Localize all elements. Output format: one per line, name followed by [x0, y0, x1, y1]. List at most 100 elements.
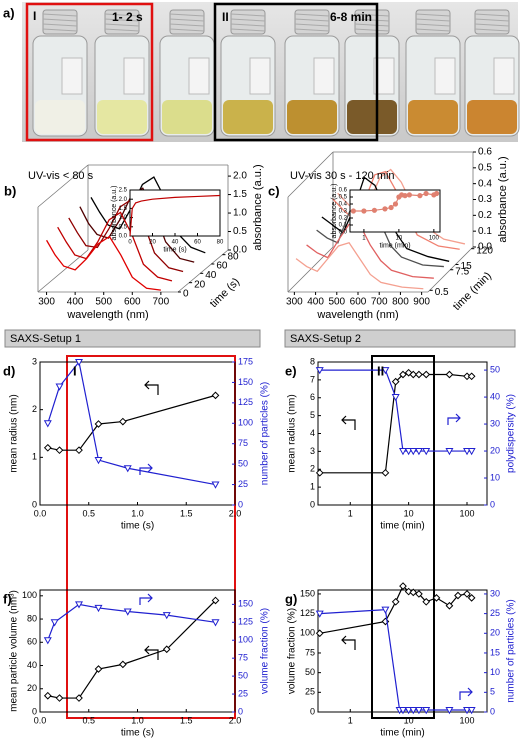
- y-tick-label: 0.3: [478, 194, 492, 205]
- black-box: [371, 355, 435, 719]
- y2-axis-label: number of particles (%): [506, 599, 517, 702]
- y-tick-label: 2.5: [119, 188, 128, 194]
- x-tick-label: 0: [128, 240, 132, 246]
- data-point: [55, 383, 64, 391]
- data-point: [454, 591, 462, 600]
- data-point: [94, 604, 103, 613]
- plot-frame: [39, 589, 236, 713]
- x-tick-label: 100: [429, 236, 440, 242]
- section-title: SAXS-Setup 1: [10, 333, 81, 345]
- y-tick-label: 0.4: [339, 202, 348, 208]
- y2-tick-label: 15: [490, 647, 500, 657]
- bottle-label: [313, 57, 335, 95]
- data-point: [467, 448, 476, 456]
- bottle-label: [123, 57, 145, 95]
- x-tick-label: 600: [350, 297, 367, 308]
- y-tick-label: 80: [27, 613, 37, 623]
- bottle-thread: [354, 23, 390, 27]
- liquid: [287, 100, 337, 134]
- bottle-thread: [42, 13, 78, 17]
- x-tick-label: 100: [459, 715, 474, 725]
- y-tick-label: 1.0: [233, 208, 247, 219]
- data-point: [75, 446, 83, 455]
- data-point: [402, 193, 408, 199]
- y2-tick-label: 175: [238, 356, 253, 366]
- data-point: [398, 707, 407, 715]
- y-tick-label: 0.1: [339, 223, 348, 229]
- data-point: [467, 372, 476, 381]
- y-tick-label: 6: [310, 392, 315, 402]
- data-point: [467, 594, 476, 602]
- y-tick-label: 3: [310, 446, 315, 456]
- axis-frame: [37, 164, 89, 208]
- chart-title: UV-vis 30 s - 120 min: [290, 170, 395, 182]
- data-point: [392, 201, 399, 207]
- liquid: [162, 100, 212, 134]
- x-tick-label: 1.0: [131, 715, 144, 725]
- arrow: [447, 413, 461, 425]
- bottle-thread: [294, 28, 330, 32]
- y2-tick-label: 50: [238, 670, 248, 680]
- bottle-thread: [474, 13, 510, 17]
- y2-tick-label: 125: [238, 617, 253, 627]
- data-point: [415, 590, 423, 598]
- annotation: II: [377, 363, 384, 378]
- y-axis-label: absorbance (a.u.): [331, 184, 338, 239]
- x-tick-label: 1: [348, 715, 353, 725]
- data-point: [422, 707, 431, 715]
- data-point: [315, 367, 324, 375]
- x-tick-label: 10: [404, 715, 414, 725]
- z-tick-label: 20: [194, 279, 206, 290]
- data-point: [43, 443, 52, 452]
- y2-tick-label: 0: [238, 706, 243, 716]
- z-tick-label: 0: [183, 289, 189, 300]
- data-point: [463, 590, 471, 598]
- bottle-thread: [42, 28, 78, 32]
- y-axis-label: mean radius (nm): [287, 394, 298, 472]
- red-box: [66, 355, 236, 719]
- x-axis-label: time (s): [163, 247, 186, 254]
- y2-tick-label: 25: [490, 608, 500, 618]
- bottle-thread: [415, 28, 451, 32]
- y-tick-label: 0: [310, 499, 315, 509]
- bottle-thread: [474, 28, 510, 32]
- data-point: [404, 707, 413, 715]
- data-point: [414, 448, 423, 456]
- x-tick-label: 1.0: [131, 508, 144, 518]
- bottle-label: [373, 57, 395, 95]
- red-box: [25, 2, 154, 142]
- y-tick-label: 25: [305, 687, 315, 697]
- box-label: II: [222, 10, 229, 24]
- bottle-thread: [294, 18, 330, 22]
- y2-tick-label: 0: [490, 499, 495, 509]
- section-bar: [4, 329, 261, 348]
- bottle-thread: [230, 23, 266, 27]
- series-line: [47, 360, 216, 486]
- data-point: [55, 446, 64, 455]
- y2-axis-label: number of particles (%): [260, 382, 271, 485]
- x-tick-label: 1.5: [180, 715, 193, 725]
- time-label: 1- 2 s: [112, 10, 143, 24]
- bottle-thread: [104, 28, 140, 32]
- data-point: [445, 448, 454, 456]
- axis-frame: [177, 249, 229, 293]
- data-point: [371, 207, 378, 213]
- y2-tick-label: 20: [490, 628, 500, 638]
- y2-tick-label: 100: [238, 418, 253, 428]
- x-axis-label: time (min): [380, 520, 424, 531]
- bottle-thread: [354, 28, 390, 32]
- y-tick-label: 0.3: [339, 209, 348, 215]
- y-tick-label: 125: [300, 608, 315, 618]
- bottle-thread: [415, 13, 451, 17]
- z-tick-label: 60: [216, 261, 228, 272]
- x-tick-label: 400: [67, 297, 84, 308]
- liquid: [223, 100, 273, 134]
- data-point: [409, 707, 418, 715]
- series-line: [47, 603, 216, 641]
- y2-tick-label: 30: [490, 418, 500, 428]
- y-tick-label: 75: [305, 647, 315, 657]
- y-tick-label: 7: [310, 374, 315, 384]
- y2-tick-label: 40: [490, 391, 500, 401]
- y-tick-label: 0: [310, 706, 315, 716]
- panel-label: d): [3, 363, 15, 378]
